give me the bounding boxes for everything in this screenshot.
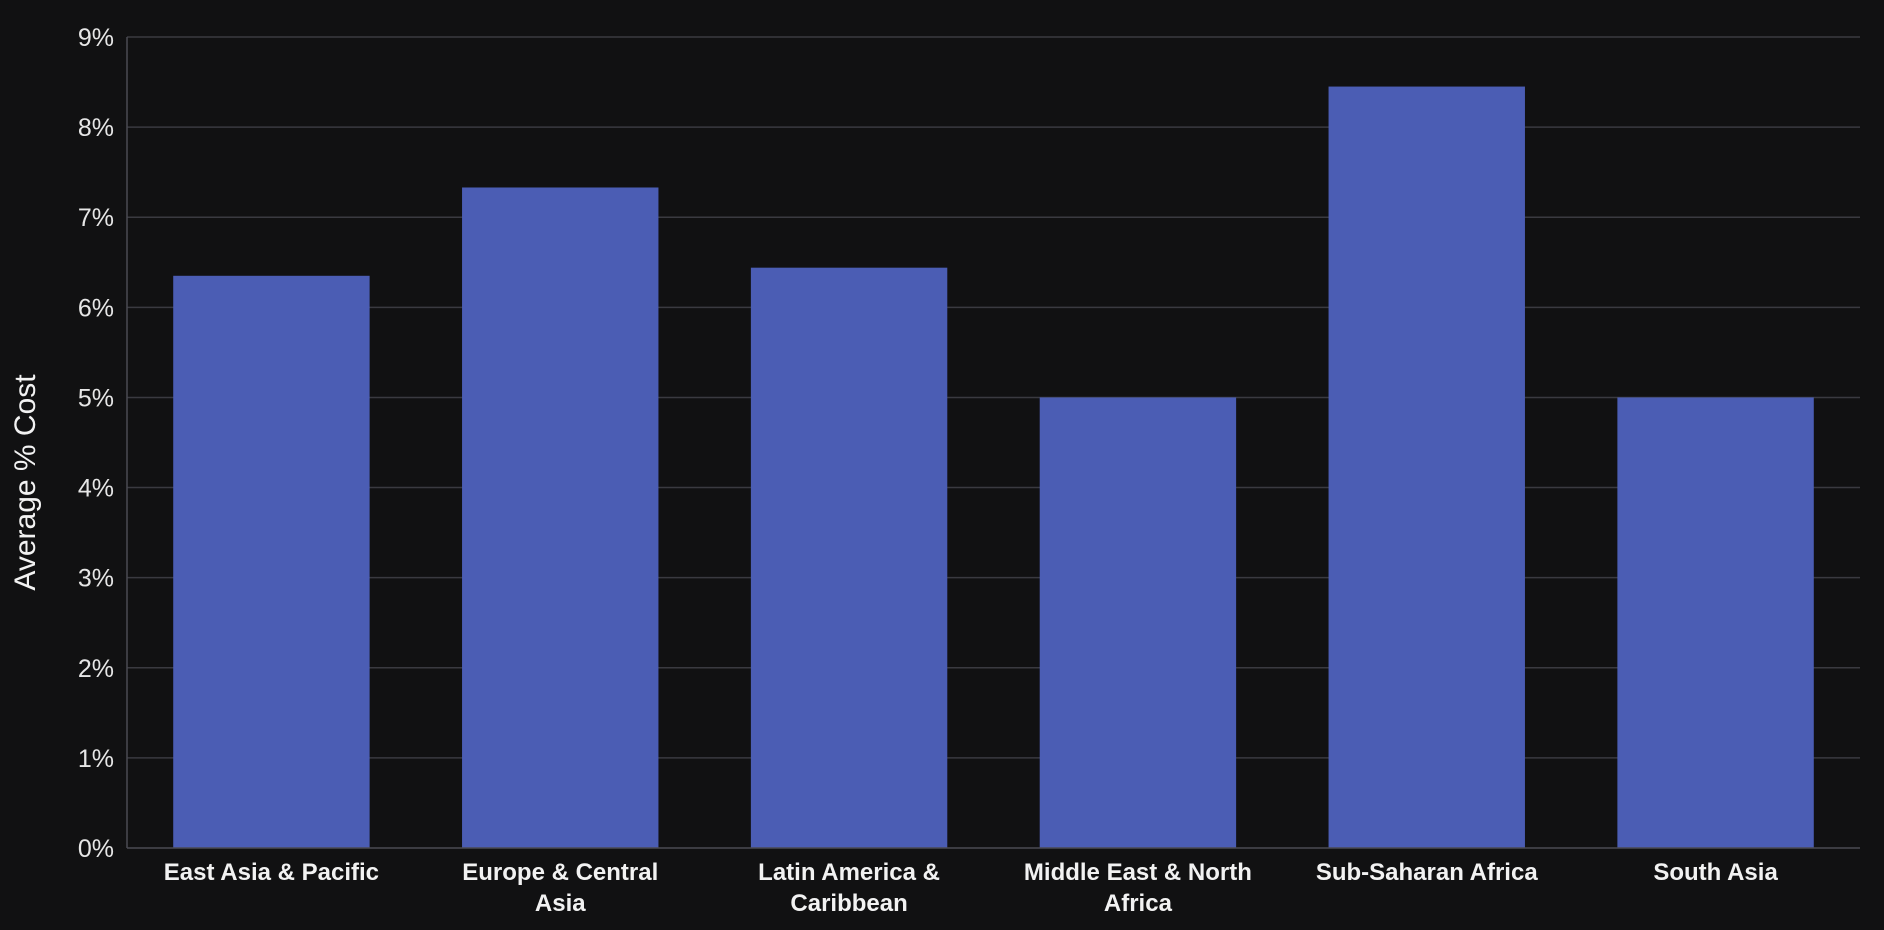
y-tick-label: 9% (78, 24, 114, 52)
y-tick-label: 0% (78, 835, 114, 863)
y-tick-label: 4% (78, 475, 114, 503)
x-tick-label: Sub-Saharan Africa (1316, 859, 1538, 886)
bar (1617, 397, 1814, 848)
y-axis-ticks: 0% 1% 2% 3% 4% 5% 6% 7% 8% 9% (78, 24, 114, 863)
y-tick-label: 7% (78, 204, 114, 232)
bar (462, 187, 659, 849)
x-tick-label: Asia (535, 890, 586, 917)
y-tick-label: 5% (78, 384, 114, 412)
x-tick-label: Caribbean (790, 890, 907, 917)
x-tick-label: East Asia & Pacific (164, 859, 379, 886)
x-tick-label: Latin America & (758, 859, 940, 886)
y-tick-label: 3% (78, 565, 114, 593)
bar (750, 267, 948, 848)
y-tick-label: 6% (78, 294, 114, 322)
x-tick-label: Europe & Central (462, 859, 658, 886)
y-tick-label: 8% (78, 114, 114, 142)
x-tick-label: South Asia (1653, 859, 1778, 886)
x-tick-label: Africa (1104, 890, 1173, 917)
bar (1328, 86, 1525, 849)
x-axis-labels: East Asia & Pacific Europe & Central Asia L… (164, 859, 1779, 917)
bar (173, 275, 370, 848)
bars (173, 86, 1814, 849)
y-axis-title: Average % Cost (9, 374, 42, 591)
gridlines (126, 36, 1860, 848)
y-tick-label: 1% (78, 745, 114, 773)
x-tick-label: Middle East & North (1024, 859, 1252, 886)
bar (1039, 397, 1237, 848)
y-tick-label: 2% (78, 655, 114, 683)
